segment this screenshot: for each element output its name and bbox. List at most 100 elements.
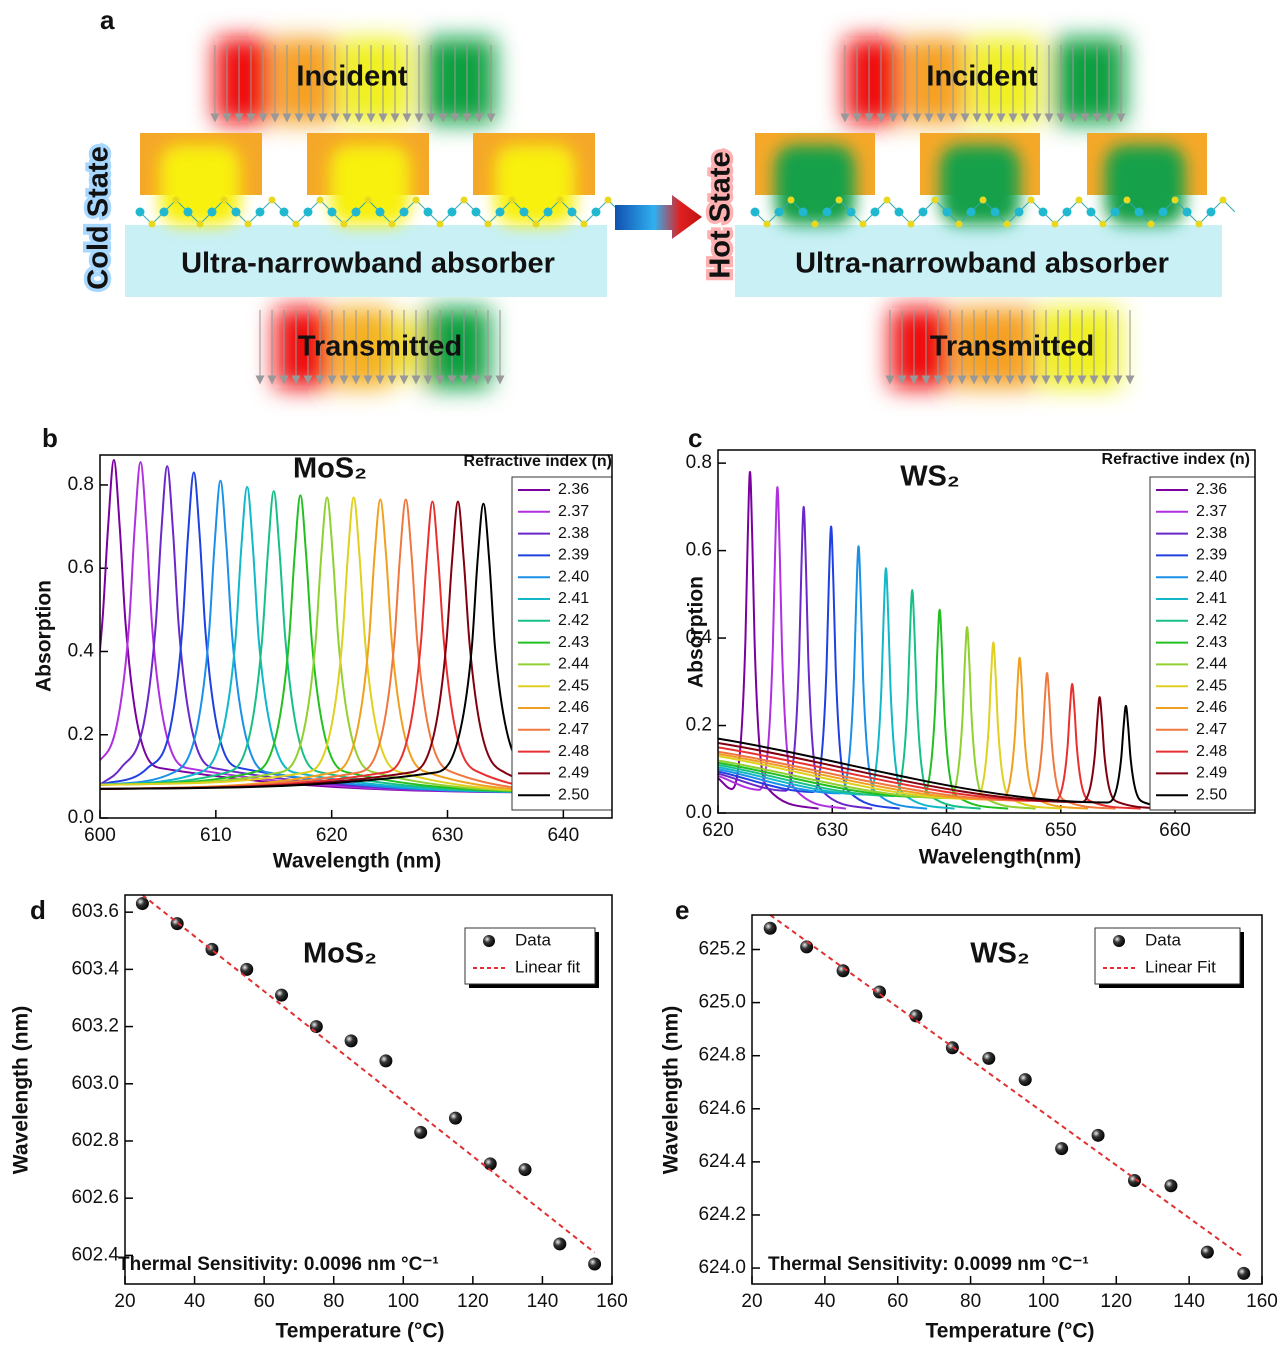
atom [423, 207, 433, 217]
series-line [100, 458, 610, 795]
atom [811, 220, 819, 228]
atom [159, 207, 169, 217]
legend-label: 2.46 [1196, 699, 1227, 716]
legend-label: 2.45 [558, 677, 589, 694]
legend-label: 2.47 [558, 721, 589, 738]
atom [1038, 207, 1048, 217]
data-point [836, 964, 850, 978]
atom [388, 220, 396, 228]
legend-swatch [1113, 935, 1125, 947]
y-tick-label: 0.8 [686, 452, 712, 473]
atom [447, 207, 457, 217]
panel-label: c [688, 423, 702, 453]
atom [774, 207, 784, 217]
legend-label: 2.50 [1196, 786, 1227, 803]
atom [183, 207, 193, 217]
atom [990, 207, 1000, 217]
legend-label: Data [515, 930, 551, 949]
data-point [763, 921, 777, 935]
legend-label: 2.49 [1196, 765, 1227, 782]
legend-label: 2.48 [558, 743, 589, 760]
legend-label: 2.41 [558, 590, 589, 607]
y-tick-label: 602.8 [71, 1130, 119, 1151]
atom [1158, 207, 1168, 217]
y-tick-label: 603.6 [71, 901, 119, 922]
atom [835, 196, 843, 204]
atom [942, 207, 952, 217]
annotation: Thermal Sensitivity: 0.0099 nm °C⁻¹ [768, 1254, 1089, 1275]
atom [846, 207, 856, 217]
atom [1195, 220, 1203, 228]
state-label: Hot State [705, 151, 737, 278]
light-rays [210, 45, 1135, 385]
plot-frame [751, 914, 1263, 1285]
blocks [140, 133, 1207, 195]
legend-label: 2.42 [1196, 612, 1227, 629]
series-line [100, 490, 610, 795]
data-point [1055, 1142, 1069, 1156]
y-tick-label: 602.4 [71, 1244, 119, 1265]
legend-label: 2.45 [1196, 677, 1227, 694]
legend-label: 2.50 [558, 786, 589, 803]
data-point [909, 1009, 923, 1023]
data-point [135, 897, 149, 911]
series-line [100, 486, 610, 795]
chart-title: MoS₂ [293, 453, 367, 485]
x-tick-label: 120 [457, 1291, 489, 1312]
data-point [1018, 1073, 1032, 1087]
x-tick-label: 80 [960, 1291, 981, 1312]
transition-arrow [615, 195, 702, 239]
atom [1051, 220, 1059, 228]
legend-label: 2.36 [1196, 481, 1227, 498]
atom [763, 220, 771, 228]
data-point [518, 1163, 532, 1177]
atom [1134, 207, 1144, 217]
y-tick-label: 0.2 [68, 724, 94, 745]
series-line [100, 502, 610, 790]
absorber-layer [125, 225, 607, 297]
atom [1027, 196, 1035, 204]
plot-frame [124, 894, 613, 1285]
legend-label: 2.42 [558, 612, 589, 629]
transmitted-label: Transmitted [298, 331, 462, 363]
x-tick-label: 40 [814, 1291, 835, 1312]
atom [931, 196, 939, 204]
series-line [718, 545, 928, 810]
legend-title: Refractive index (n) [464, 453, 612, 470]
panel-label: d [30, 895, 46, 925]
atom [1086, 207, 1096, 217]
x-tick-label: 100 [1028, 1291, 1060, 1312]
data-point [1237, 1266, 1251, 1280]
data-point [1164, 1179, 1178, 1193]
x-tick-label: 60 [887, 1291, 908, 1312]
absorber-label: Ultra-narrowband absorber [795, 248, 1169, 280]
atom [955, 220, 963, 228]
legend-label: 2.44 [558, 656, 589, 673]
absorber-layer [735, 225, 1222, 297]
data-point [414, 1125, 428, 1139]
legend-label: 2.40 [558, 568, 589, 585]
atom [918, 207, 928, 217]
legend-label: 2.39 [1196, 547, 1227, 564]
atom [340, 220, 348, 228]
data-point [275, 988, 289, 1002]
x-tick-label: 620 [702, 820, 734, 841]
y-tick-label: 0.8 [68, 474, 94, 495]
series-line [100, 471, 610, 795]
y-axis-label: Wavelength (nm) [660, 1006, 683, 1174]
atom [894, 207, 904, 217]
y-tick-label: 625.2 [698, 939, 746, 960]
panel-label: a [100, 5, 115, 35]
atom [508, 196, 516, 204]
panel-label: e [675, 895, 689, 925]
legend-label: 2.46 [558, 699, 589, 716]
state-label: Cold State [83, 146, 115, 289]
x-axis-label: Temperature (°C) [925, 1320, 1094, 1343]
atom [1147, 220, 1155, 228]
atom [870, 207, 880, 217]
x-tick-label: 660 [1159, 820, 1191, 841]
x-tick-label: 640 [931, 820, 963, 841]
atom [567, 207, 577, 217]
diagram: a Incident Incident Ultra-narrowband abs… [79, 5, 1236, 388]
legend-label: 2.39 [558, 547, 589, 564]
